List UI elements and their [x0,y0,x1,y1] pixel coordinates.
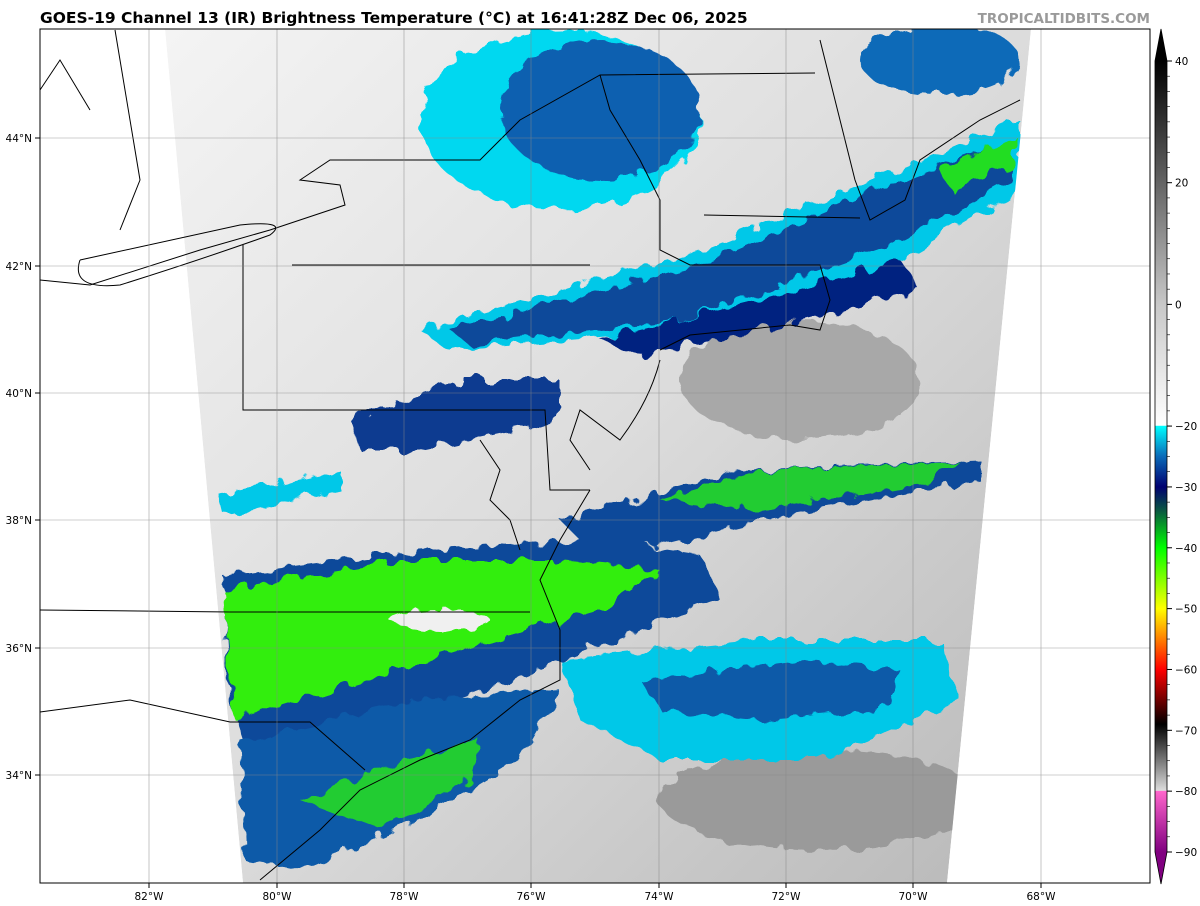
longitude-label: 82°W [135,891,165,903]
credit-watermark: TROPICALTIDBITS.COM [977,11,1150,27]
map-title: GOES-19 Channel 13 (IR) Brightness Tempe… [40,9,748,27]
latitude-label: 42°N [6,261,32,273]
latitude-label: 34°N [6,770,32,782]
longitude-label: 76°W [517,891,547,903]
colorbar-label: −90 [1175,847,1197,859]
map-frame [39,28,1151,884]
colorbar-label: −50 [1175,604,1197,616]
colorbar-label: 0 [1175,299,1182,311]
longitude-label: 80°W [263,891,293,903]
longitude-label: 68°W [1027,891,1057,903]
longitude-label: 78°W [390,891,420,903]
map-body [40,29,1150,883]
colorbar-label: −30 [1175,482,1197,494]
latitude-label: 38°N [6,515,32,527]
colorbar-label: 20 [1175,178,1188,190]
longitude-axis: 82°W 80°W 78°W 76°W 74°W 72°W 70°W 68°W [135,883,1057,903]
latitude-axis: 44°N 42°N 40°N 38°N 36°N 34°N [6,133,40,782]
colorbar-extend-top [1155,29,1167,61]
longitude-label: 72°W [772,891,802,903]
colorbar-label: 40 [1175,56,1188,68]
colorbar: 40 20 0 −20 −30 −40 −50 −60 −70 −80 −90 [1154,28,1197,885]
colorbar-label: −70 [1175,725,1197,737]
ir-imagery [165,29,1031,883]
latitude-label: 40°N [6,388,32,400]
gridlines [40,29,1150,883]
colorbar-label: −60 [1175,664,1197,676]
colorbar-label: −80 [1175,786,1197,798]
latitude-label: 44°N [6,133,32,145]
colorbar-label: −40 [1175,543,1197,555]
colorbar-label: −20 [1175,421,1197,433]
latitude-label: 36°N [6,643,32,655]
longitude-label: 70°W [899,891,929,903]
colorbar-extend-bottom [1155,852,1167,884]
coastlines-borders [40,29,1021,881]
longitude-label: 74°W [645,891,675,903]
colorbar-body [1155,61,1167,852]
